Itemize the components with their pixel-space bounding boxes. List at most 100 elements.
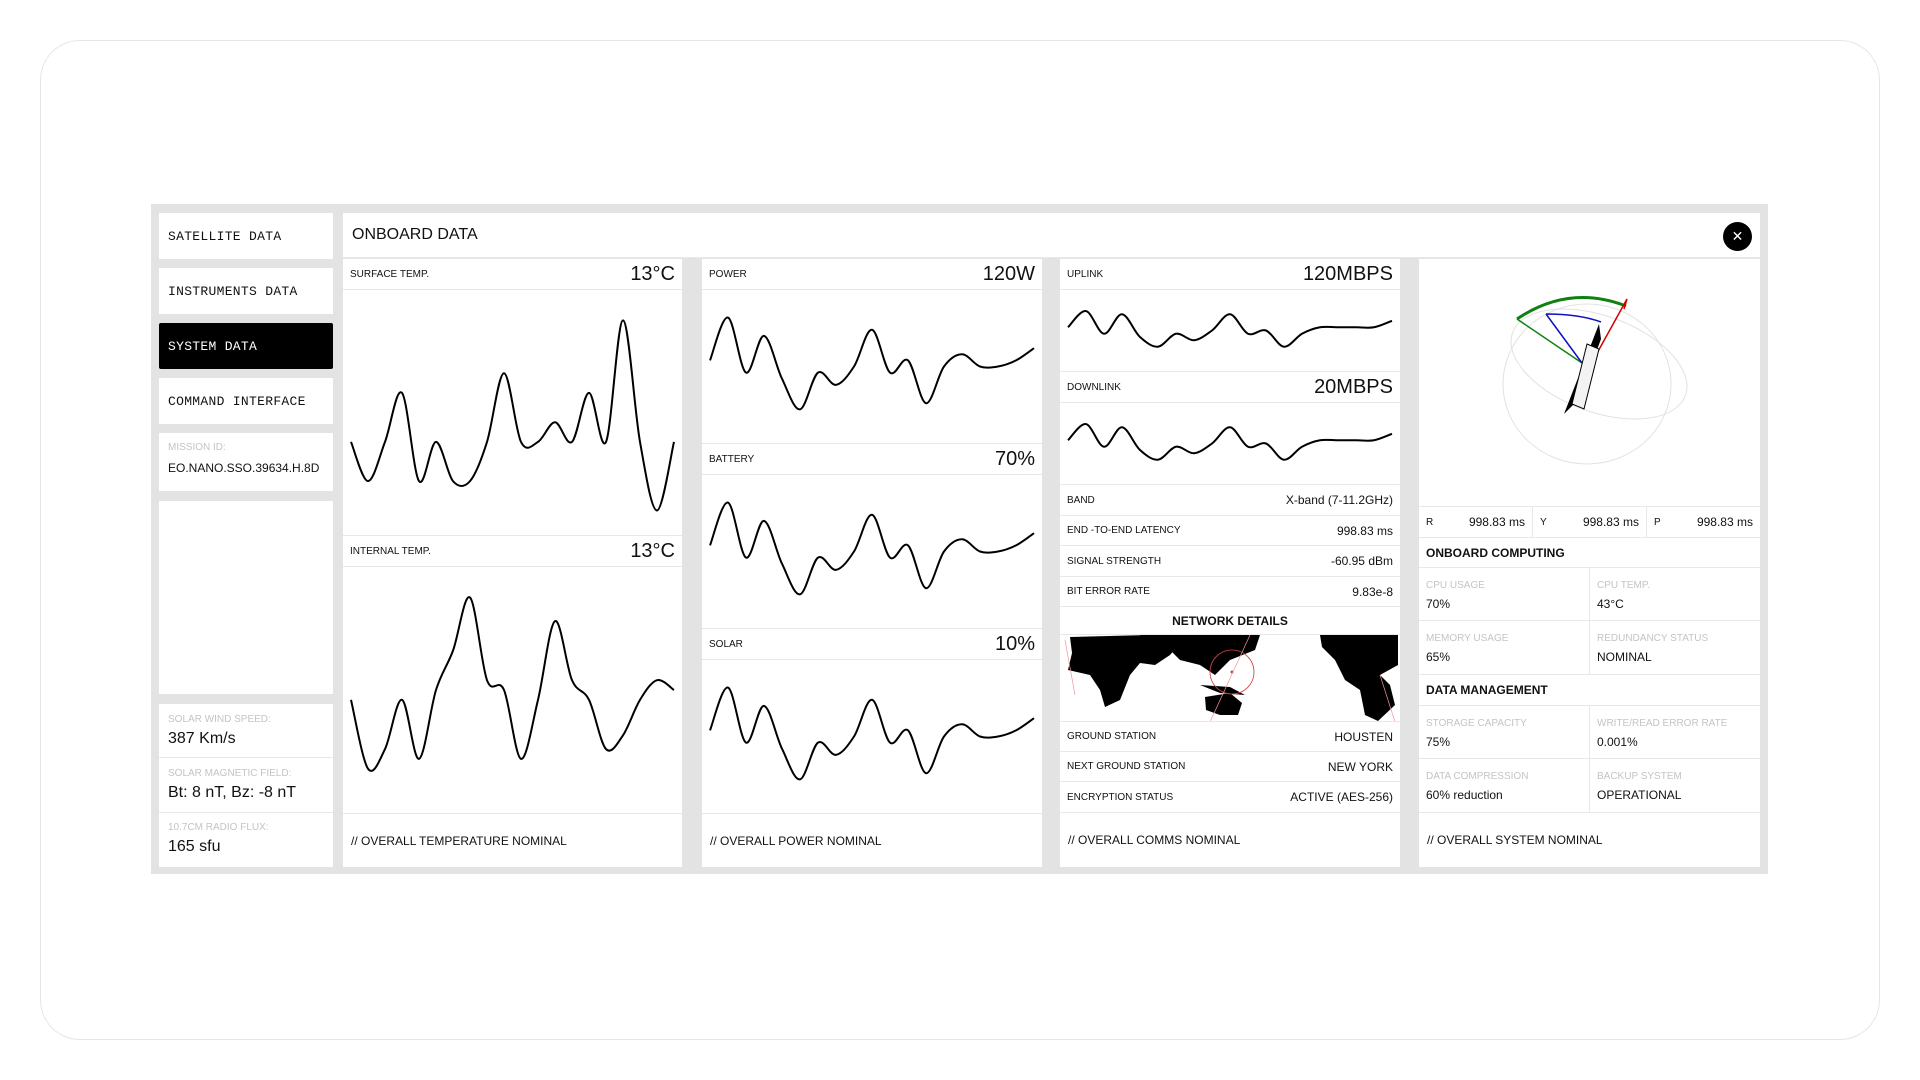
cpu-usage-value: 70% <box>1426 597 1451 611</box>
pitch-label: P <box>1654 516 1661 528</box>
satellite-frame <box>1571 343 1600 410</box>
battery-value: 70% <box>994 447 1035 470</box>
battery-series-line <box>709 501 1035 596</box>
power-column: POWER 120W BATTERY 70% SOLAR 10% // OVERALL… <box>702 259 1042 867</box>
comms-status: // OVERALL COMMS NOMINAL <box>1068 833 1241 847</box>
roll-label: R <box>1426 516 1434 528</box>
nav-satellite-data[interactable]: SATELLITE DATA <box>159 213 333 259</box>
power-sparkline <box>709 316 1035 411</box>
encryption-value: ACTIVE (AES-256) <box>1290 790 1393 804</box>
next-station-value: NEW YORK <box>1327 759 1393 774</box>
internal-temp-value: 13°C <box>630 539 675 562</box>
gyro-z-arc <box>1545 313 1602 364</box>
gyro-sphere <box>1502 303 1672 465</box>
map-asia <box>1140 635 1260 675</box>
temperature-column: SURFACE TEMP. 13°C INTERNAL TEMP. 13°C // … <box>343 259 682 867</box>
cpu-usage-label: CPU USAGE <box>1426 580 1485 591</box>
coverage-circle <box>1209 649 1255 695</box>
battery-label: BATTERY <box>709 453 755 465</box>
main-content: ONBOARD DATA ✕ SURFACE TEMP. 13°C INTERNA… <box>343 213 1760 867</box>
internal-series-line <box>350 596 675 772</box>
latency-label: END -TO-END LATENCY <box>1067 525 1181 536</box>
downlink-value: 20MBPS <box>1314 375 1393 398</box>
error-rate-value: 0.001% <box>1597 735 1638 749</box>
radio-flux-label: 10.7CM RADIO FLUX: <box>168 822 269 833</box>
uplink-value: 120MBPS <box>1302 262 1393 285</box>
nav-instruments-data[interactable]: INSTRUMENTS DATA <box>159 268 333 314</box>
signal-label: SIGNAL STRENGTH <box>1067 555 1162 567</box>
battery-sparkline <box>709 501 1035 596</box>
map-africa-europe <box>1068 635 1180 707</box>
solar-sparkline <box>709 686 1035 781</box>
close-button[interactable]: ✕ <box>1723 222 1752 251</box>
surface-temp-chart <box>343 290 682 536</box>
window-frame <box>40 40 1880 1040</box>
redundancy-label: REDUNDANCY STATUS <box>1597 633 1709 644</box>
power-status: // OVERALL POWER NOMINAL <box>710 833 882 848</box>
nav-system-data[interactable]: SYSTEM DATA <box>159 323 333 369</box>
close-icon: ✕ <box>1731 228 1744 244</box>
attitude-readout: R 998.83 ms Y 998.83 ms P 998.83 ms <box>1419 507 1760 538</box>
map-australia <box>1205 693 1242 715</box>
internal-temp-chart <box>343 567 682 814</box>
cpu-temp-value: 43°C <box>1597 597 1624 611</box>
gyro-y-line <box>1516 318 1583 364</box>
downlink-chart <box>1060 403 1400 485</box>
solar-value: 10% <box>994 632 1035 655</box>
uplink-sparkline <box>1067 310 1393 348</box>
band-label: BAND <box>1067 494 1095 506</box>
data-management-title: DATA MANAGEMENT <box>1419 675 1760 706</box>
temperature-status: // OVERALL TEMPERATURE NOMINAL <box>351 833 567 848</box>
ground-station-value: HOUSTEN <box>1334 729 1393 744</box>
power-label: POWER <box>709 268 747 280</box>
ground-station-label: GROUND STATION <box>1067 731 1157 742</box>
mission-id-label: MISSION ID: <box>168 442 226 453</box>
uplink-series-line <box>1067 310 1393 348</box>
downlink-label: DOWNLINK <box>1067 381 1121 393</box>
ber-value: 9.83e-8 <box>1352 584 1393 599</box>
attitude-gyro[interactable] <box>1419 259 1760 507</box>
gyro-x-axis <box>1590 298 1628 365</box>
ground-track <box>1064 635 1396 721</box>
onboard-computing-title: ONBOARD COMPUTING <box>1419 538 1760 568</box>
solar-wind-label: SOLAR WIND SPEED: <box>168 714 271 725</box>
latency-value: 998.83 ms <box>1336 523 1393 538</box>
cpu-temp-label: CPU TEMP. <box>1597 580 1650 591</box>
pitch-value: 998.83 ms <box>1696 515 1753 529</box>
error-rate-label: WRITE/READ ERROR RATE <box>1597 718 1728 729</box>
mission-id: MISSION ID: EO.NANO.SSO.39634.H.8D <box>159 433 333 491</box>
band-value: X-band (7-11.2GHz) <box>1285 493 1393 507</box>
radio-flux-value: 165 sfu <box>168 838 221 855</box>
map-indonesia <box>1200 685 1245 695</box>
surface-temp-value: 13°C <box>630 262 675 285</box>
solar-label: SOLAR <box>709 638 743 650</box>
solar-magnetic-label: SOLAR MAGNETIC FIELD: <box>168 768 292 779</box>
solar-wind-value: 387 Km/s <box>168 730 236 747</box>
power-value: 120W <box>982 262 1035 285</box>
yaw-value: 998.83 ms <box>1582 515 1639 529</box>
sidebar-blank <box>159 501 333 694</box>
storage-label: STORAGE CAPACITY <box>1426 718 1527 729</box>
nav-command-interface[interactable]: COMMAND INTERFACE <box>159 378 333 424</box>
battery-chart <box>702 475 1042 629</box>
network-details-title: NETWORK DETAILS <box>1060 607 1400 635</box>
solar-magnetic-value: Bt: 8 nT, Bz: -8 nT <box>168 784 297 801</box>
surface-series-line <box>350 319 675 512</box>
encryption-label: ENCRYPTION STATUS <box>1067 791 1174 803</box>
storage-value: 75% <box>1426 735 1451 749</box>
compression-value: 60% reduction <box>1426 788 1503 802</box>
comms-column: UPLINK 120MBPS DOWNLINK 20MBPS BAND X-band … <box>1060 259 1400 867</box>
ber-label: BIT ERROR RATE <box>1067 586 1150 597</box>
roll-value: 998.83 ms <box>1468 515 1525 529</box>
map-americas <box>1320 635 1398 721</box>
memory-usage-value: 65% <box>1426 650 1451 664</box>
internal-temp-label: INTERNAL TEMP. <box>350 545 431 557</box>
backup-label: BACKUP SYSTEM <box>1597 771 1682 782</box>
power-chart <box>702 290 1042 444</box>
surface-temp-label: SURFACE TEMP. <box>350 268 430 280</box>
next-station-label: NEXT GROUND STATION <box>1067 761 1186 772</box>
page-title: ONBOARD DATA <box>352 226 478 243</box>
system-column: R 998.83 ms Y 998.83 ms P 998.83 ms ONBOARD… <box>1419 259 1760 867</box>
network-map[interactable] <box>1060 635 1400 722</box>
memory-usage-label: MEMORY USAGE <box>1426 633 1509 644</box>
